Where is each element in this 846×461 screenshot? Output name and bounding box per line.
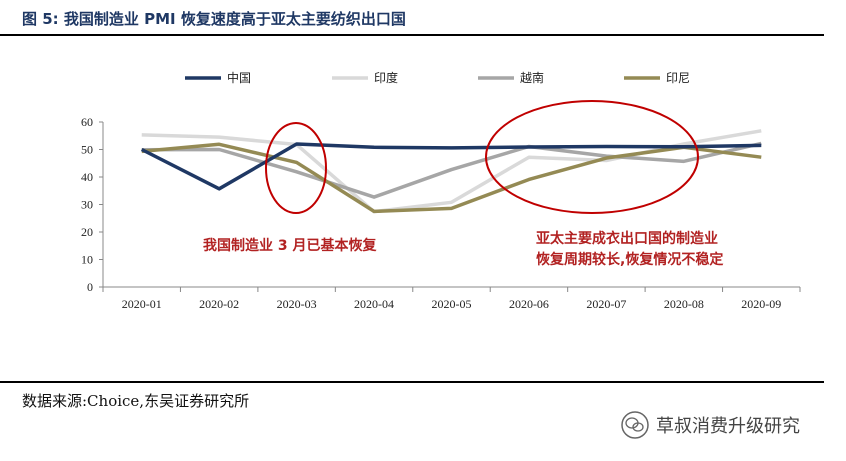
y-tick-label: 40 (81, 170, 93, 184)
legend-label: 中国 (227, 70, 251, 85)
top-rule (0, 34, 824, 36)
watermark-text: 草叔消费升级研究 (656, 416, 800, 437)
series-line (141, 141, 762, 199)
highlight-ellipse-march (265, 122, 327, 214)
wechat-icon (621, 411, 649, 439)
annotation-text: 亚太主要成衣出口国的制造业 (536, 230, 718, 247)
highlight-ellipse-asia-pacific (485, 100, 699, 214)
series-line (141, 142, 762, 214)
legend-label: 越南 (520, 70, 544, 85)
legend-label: 印尼 (666, 71, 690, 85)
bottom-rule (0, 381, 824, 383)
chart-axes: 0 10 20 30 40 50 60 2020-01 2020-02 2020-03 2020-0… (81, 115, 801, 311)
annotation-text: 恢复周期较长,恢复情况不稳定 (536, 251, 723, 268)
annotations-layer: 我国制造业 3 月已基本恢复 亚太主要成衣出口国的制造业恢复周期较长,恢复情况不稳… (203, 100, 723, 268)
figure-title: 图 5: 我国制造业 PMI 恢复速度高于亚太主要纺织出口国 (22, 10, 406, 28)
x-tick-label: 2020-01 (122, 297, 162, 311)
y-tick-label: 50 (81, 143, 93, 157)
y-tick-label: 30 (81, 198, 93, 212)
y-tick-label: 20 (81, 225, 93, 239)
legend: 中国 印度 越南 印尼 (185, 70, 690, 85)
pmi-line-chart: 0 10 20 30 40 50 60 2020-01 2020-02 2020-03 2020-0… (81, 70, 801, 311)
x-tick-label: 2020-07 (586, 297, 626, 311)
x-tick-label: 2020-09 (741, 297, 781, 311)
x-tick-label: 2020-08 (664, 297, 704, 311)
y-tick-label: 10 (81, 253, 93, 267)
x-tick-label: 2020-04 (354, 297, 394, 311)
y-tick-label: 60 (81, 115, 93, 129)
series-line (140, 142, 762, 191)
x-tick-label: 2020-02 (199, 297, 239, 311)
annotation-text: 我国制造业 3 月已基本恢复 (203, 237, 377, 254)
x-tick-label: 2020-05 (432, 297, 472, 311)
series-layer (140, 129, 762, 214)
legend-label: 印度 (374, 70, 398, 85)
x-tick-label: 2020-03 (277, 297, 317, 311)
source-note: 数据来源:Choice,东吴证券研究所 (22, 392, 250, 410)
x-tick-label: 2020-06 (509, 297, 549, 311)
y-tick-label: 0 (87, 280, 93, 294)
watermark: 草叔消费升级研究 (620, 410, 800, 440)
